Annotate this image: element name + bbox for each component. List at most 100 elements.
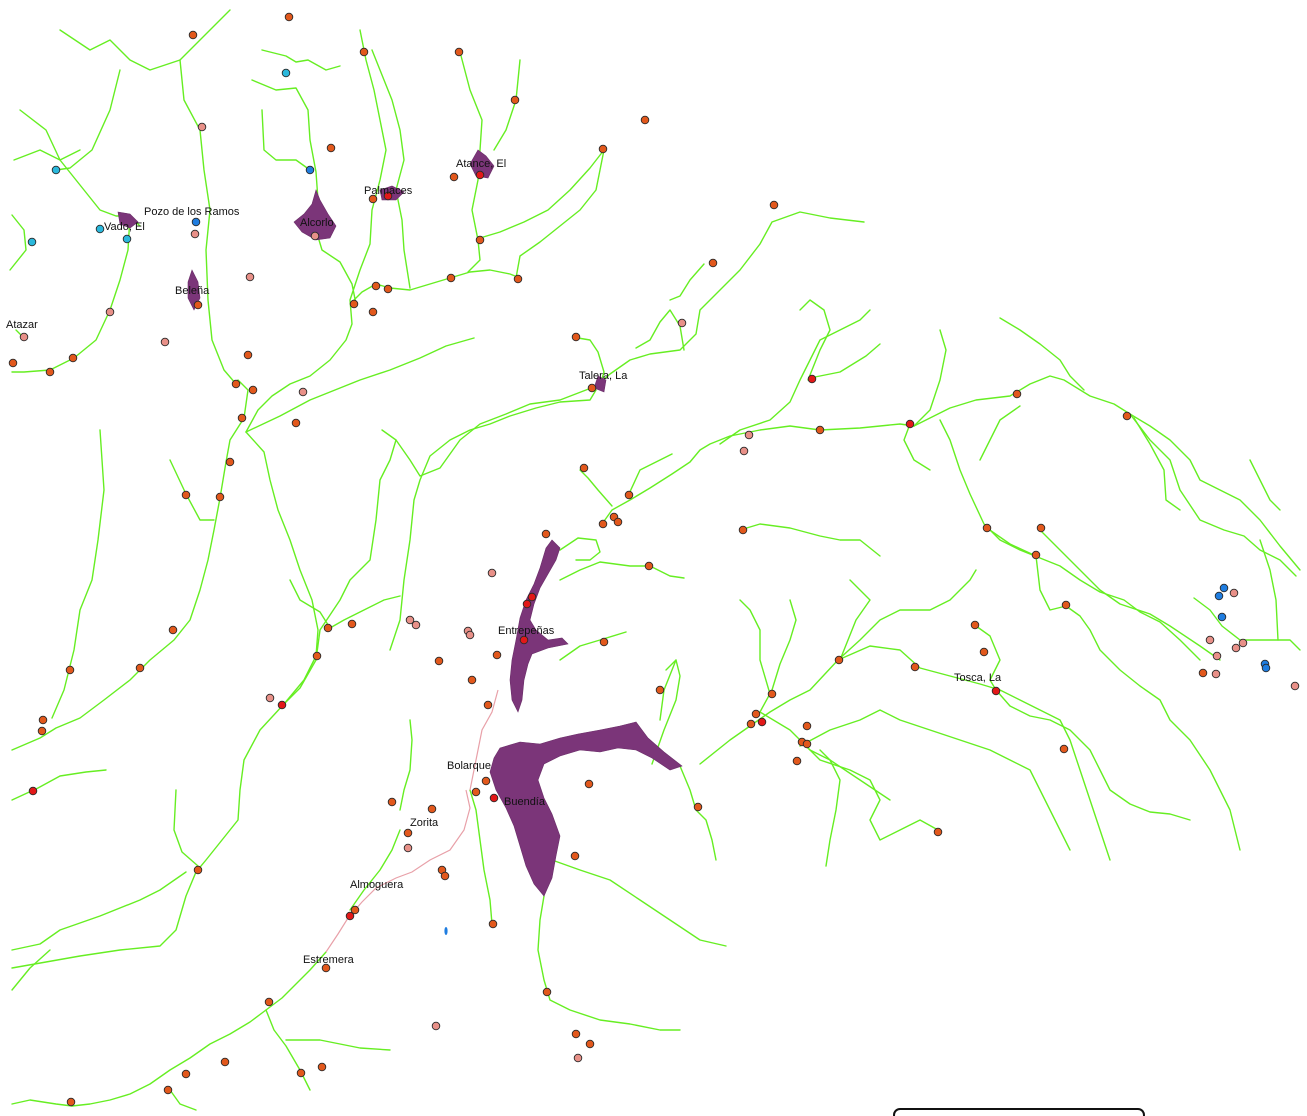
gauging-station-marker[interactable] [644, 561, 654, 571]
gauging-station-marker[interactable] [349, 299, 359, 309]
gauging-station-marker[interactable] [27, 237, 37, 247]
gauging-station-marker[interactable] [191, 217, 201, 227]
gauging-station-marker[interactable] [1061, 600, 1071, 610]
gauging-station-marker[interactable] [350, 905, 360, 915]
gauging-station-marker[interactable] [489, 793, 499, 803]
gauging-station-marker[interactable] [411, 620, 421, 630]
gauging-station-marker[interactable] [8, 358, 18, 368]
gauging-station-marker[interactable] [243, 350, 253, 360]
gauging-station-marker[interactable] [510, 95, 520, 105]
gauging-station-marker[interactable] [371, 281, 381, 291]
gauging-station-marker[interactable] [188, 30, 198, 40]
gauging-station-marker[interactable] [225, 457, 235, 467]
gauging-station-marker[interactable] [68, 353, 78, 363]
gauging-station-marker[interactable] [1219, 583, 1229, 593]
gauging-station-marker[interactable] [585, 1039, 595, 1049]
gauging-station-marker[interactable] [579, 463, 589, 473]
gauging-station-marker[interactable] [738, 525, 748, 535]
gauging-station-marker[interactable] [193, 300, 203, 310]
gauging-station-marker[interactable] [488, 919, 498, 929]
gauging-station-marker[interactable] [1214, 591, 1224, 601]
gauging-station-marker[interactable] [769, 200, 779, 210]
gauging-station-marker[interactable] [1198, 668, 1208, 678]
gauging-station-marker[interactable] [323, 623, 333, 633]
gauging-station-marker[interactable] [1261, 663, 1271, 673]
gauging-station-marker[interactable] [1205, 635, 1215, 645]
gauging-station-marker[interactable] [359, 47, 369, 57]
gauging-station-marker[interactable] [542, 987, 552, 997]
gauging-station-marker[interactable] [215, 492, 225, 502]
gauging-station-marker[interactable] [982, 523, 992, 533]
gauging-station-marker[interactable] [310, 231, 320, 241]
gauging-station-marker[interactable] [979, 647, 989, 657]
gauging-station-marker[interactable] [573, 1053, 583, 1063]
gauging-station-marker[interactable] [991, 686, 1001, 696]
gauging-station-marker[interactable] [1290, 681, 1300, 691]
gauging-station-marker[interactable] [513, 274, 523, 284]
gauging-station-marker[interactable] [403, 843, 413, 853]
gauging-station-marker[interactable] [440, 871, 450, 881]
gauging-station-marker[interactable] [570, 851, 580, 861]
gauging-station-marker[interactable] [160, 337, 170, 347]
gauging-station-marker[interactable] [802, 739, 812, 749]
gauging-station-marker[interactable] [677, 318, 687, 328]
gauging-station-marker[interactable] [708, 258, 718, 268]
gauging-station-marker[interactable] [321, 963, 331, 973]
gauging-station-marker[interactable] [587, 383, 597, 393]
gauging-station-marker[interactable] [181, 490, 191, 500]
gauging-station-marker[interactable] [655, 685, 665, 695]
gauging-station-marker[interactable] [1238, 638, 1248, 648]
gauging-station-marker[interactable] [1122, 411, 1132, 421]
gauging-station-marker[interactable] [970, 620, 980, 630]
gauging-station-marker[interactable] [95, 224, 105, 234]
gauging-station-marker[interactable] [45, 367, 55, 377]
gauging-station-marker[interactable] [298, 387, 308, 397]
gauging-station-marker[interactable] [1211, 669, 1221, 679]
gauging-station-marker[interactable] [368, 194, 378, 204]
gauging-station-marker[interactable] [405, 615, 415, 625]
gauging-station-marker[interactable] [467, 675, 477, 685]
gauging-station-marker[interactable] [449, 172, 459, 182]
gauging-station-marker[interactable] [1229, 588, 1239, 598]
gauging-station-marker[interactable] [599, 637, 609, 647]
gauging-station-marker[interactable] [571, 1029, 581, 1039]
gauging-station-marker[interactable] [383, 191, 393, 201]
gauging-station-marker[interactable] [347, 619, 357, 629]
gauging-station-marker[interactable] [245, 272, 255, 282]
gauging-station-marker[interactable] [454, 47, 464, 57]
gauging-station-marker[interactable] [910, 662, 920, 672]
gauging-station-marker[interactable] [248, 385, 258, 395]
gauging-station-marker[interactable] [277, 700, 287, 710]
gauging-station-marker[interactable] [296, 1068, 306, 1078]
gauging-station-marker[interactable] [312, 651, 322, 661]
gauging-station-marker[interactable] [181, 1069, 191, 1079]
gauging-station-marker[interactable] [527, 592, 537, 602]
reservoir-entrepenas[interactable] [509, 539, 569, 713]
gauging-station-marker[interactable] [584, 779, 594, 789]
gauging-station-marker[interactable] [475, 170, 485, 180]
gauging-station-marker[interactable] [1212, 651, 1222, 661]
gauging-station-marker[interactable] [220, 1057, 230, 1067]
gauging-station-marker[interactable] [105, 307, 115, 317]
gauging-station-marker[interactable] [598, 144, 608, 154]
reservoir-talera[interactable] [593, 375, 607, 393]
gauging-station-marker[interactable] [305, 165, 315, 175]
gauging-station-marker[interactable] [265, 693, 275, 703]
gauging-station-marker[interactable] [541, 529, 551, 539]
gauging-station-marker[interactable] [1012, 389, 1022, 399]
gauging-station-marker[interactable] [193, 865, 203, 875]
gauging-station-marker[interactable] [163, 1085, 173, 1095]
gauging-station-marker[interactable] [1231, 643, 1241, 653]
gauging-station-marker[interactable] [933, 827, 943, 837]
gauging-station-marker[interactable] [403, 828, 413, 838]
gauging-station-marker[interactable] [792, 756, 802, 766]
gauging-station-marker[interactable] [1059, 744, 1069, 754]
gauging-station-marker[interactable] [427, 804, 437, 814]
reservoir-buendia[interactable] [489, 721, 683, 897]
gauging-station-marker[interactable] [807, 374, 817, 384]
reservoir-atance[interactable] [469, 149, 495, 179]
gauging-station-marker[interactable] [739, 446, 749, 456]
gauging-station-marker[interactable] [751, 709, 761, 719]
gauging-station-marker[interactable] [387, 797, 397, 807]
gauging-station-marker[interactable] [1217, 612, 1227, 622]
